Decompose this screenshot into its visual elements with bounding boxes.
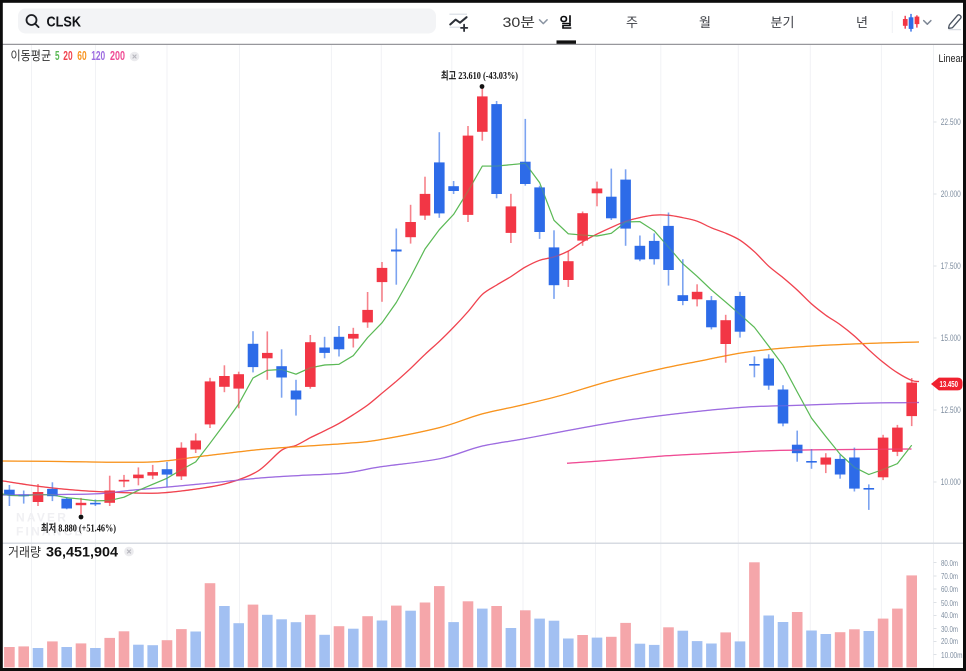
svg-text:년: 년: [856, 15, 868, 30]
svg-text:최고 23.610 (-43.03%): 최고 23.610 (-43.03%): [441, 69, 518, 82]
svg-text:5: 5: [55, 49, 60, 63]
svg-text:200: 200: [110, 49, 125, 63]
svg-text:거래량: 거래량: [8, 546, 41, 560]
svg-text:FINANCE: FINANCE: [16, 525, 85, 539]
svg-text:Linear: Linear: [939, 53, 964, 65]
svg-text:10.000: 10.000: [941, 477, 961, 487]
svg-text:주: 주: [626, 15, 638, 30]
svg-text:80.0m: 80.0m: [941, 559, 958, 568]
svg-text:120: 120: [91, 49, 105, 63]
svg-text:17.500: 17.500: [941, 261, 961, 271]
svg-text:30분: 30분: [503, 15, 536, 30]
svg-text:60: 60: [77, 49, 86, 63]
svg-text:12.500: 12.500: [941, 405, 961, 415]
svg-text:50.0m: 50.0m: [941, 599, 958, 608]
svg-text:20.0m: 20.0m: [941, 637, 958, 646]
svg-text:분기: 분기: [771, 15, 795, 30]
svg-text:20: 20: [63, 49, 72, 63]
svg-text:10.00m: 10.00m: [941, 651, 963, 660]
svg-text:월: 월: [699, 15, 711, 30]
svg-text:22.500: 22.500: [941, 117, 961, 127]
svg-text:60.0m: 60.0m: [941, 585, 958, 594]
svg-text:30.0m: 30.0m: [941, 625, 958, 634]
svg-text:70.0m: 70.0m: [941, 572, 958, 581]
svg-text:최저 8.880 (+51.46%): 최저 8.880 (+51.46%): [41, 522, 116, 535]
svg-text:20.000: 20.000: [941, 189, 961, 199]
svg-text:13.450: 13.450: [940, 379, 959, 389]
svg-text:이동평균: 이동평균: [11, 49, 52, 63]
svg-text:NAVER: NAVER: [16, 511, 68, 525]
svg-text:36,451,904: 36,451,904: [46, 545, 119, 560]
svg-text:40.0m: 40.0m: [941, 611, 958, 620]
svg-text:15.000: 15.000: [941, 333, 961, 343]
svg-text:CLSK: CLSK: [47, 14, 82, 31]
svg-text:일: 일: [560, 15, 573, 31]
